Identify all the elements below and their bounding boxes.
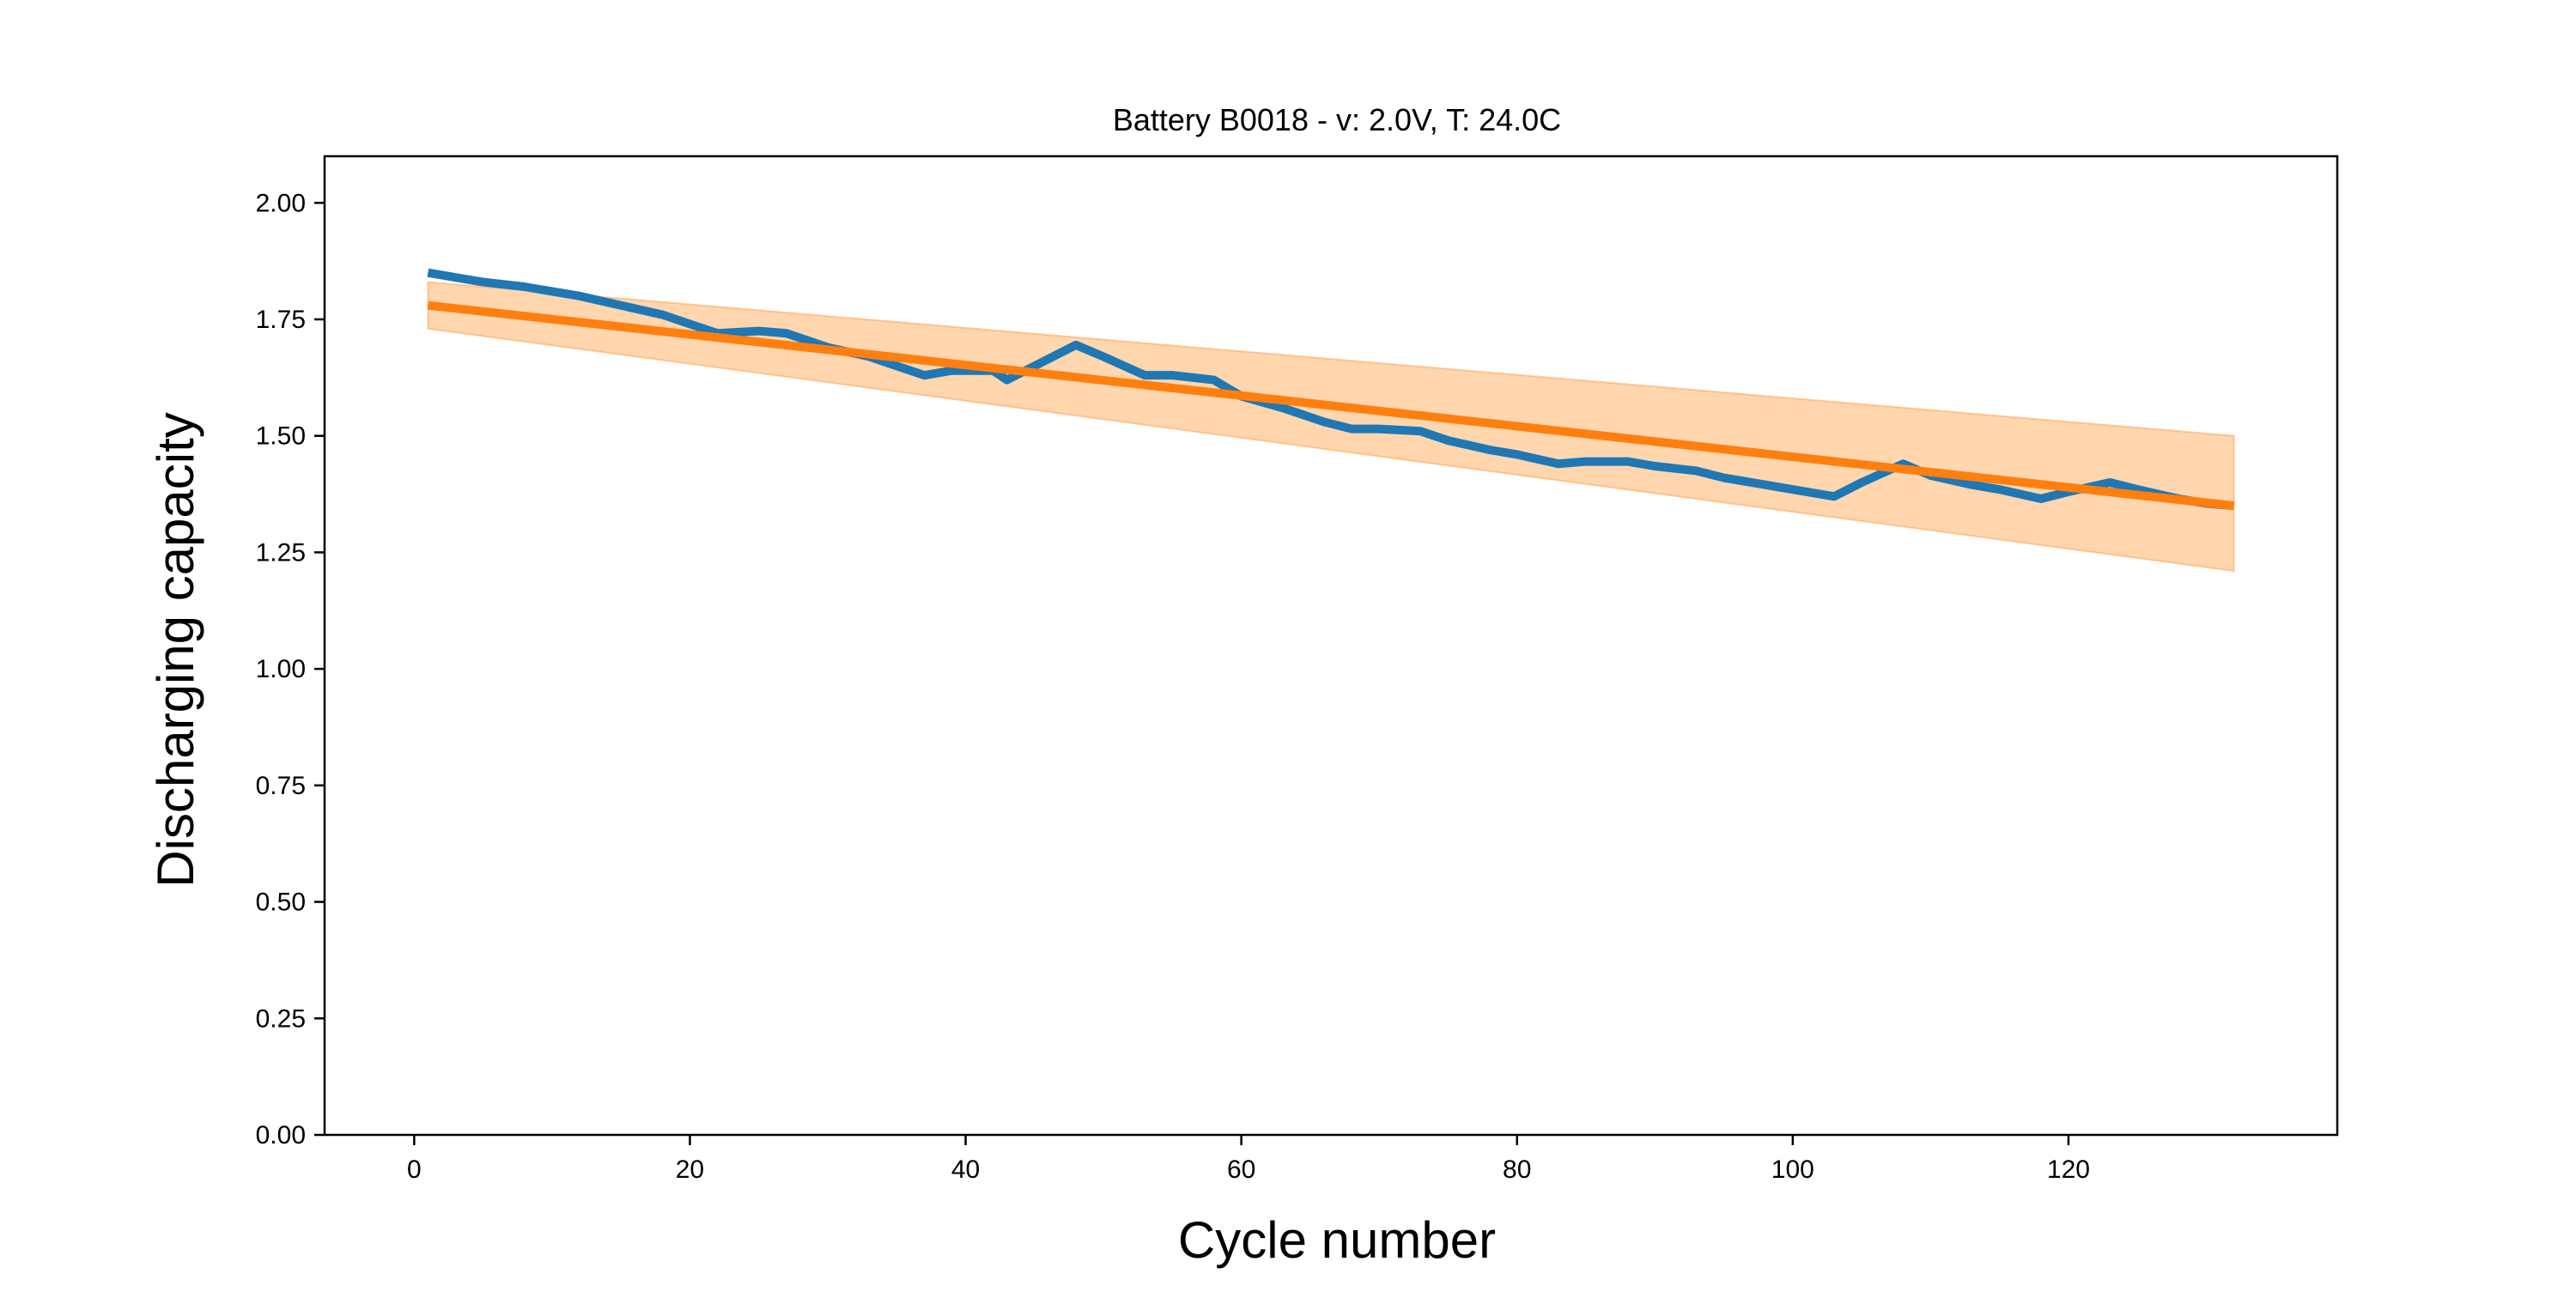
x-axis-label: Cycle number: [1178, 1211, 1496, 1269]
x-tick-label: 40: [951, 1156, 980, 1184]
y-tick-label: 1.25: [256, 538, 306, 567]
y-tick-label: 0.75: [256, 772, 306, 800]
y-tick-label: 0.50: [256, 889, 306, 917]
y-tick-label: 0.00: [256, 1121, 306, 1149]
x-tick-label: 120: [2047, 1156, 2090, 1184]
x-tick-label: 60: [1227, 1156, 1255, 1184]
plot-frame: [323, 155, 2339, 1137]
x-tick-label: 80: [1503, 1156, 1531, 1184]
x-tick-label: 0: [407, 1156, 422, 1184]
y-tick-label: 1.00: [256, 655, 306, 683]
x-tick-label: 20: [676, 1156, 704, 1184]
series-line-trend: [427, 300, 2235, 511]
x-tick-label: 100: [1771, 1156, 1814, 1184]
y-axis: 0.00 0.25 0.50 0.75 1.00 1.25 1.50 1.75 2.00: [256, 189, 325, 1149]
y-tick-label: 2.00: [256, 189, 306, 217]
x-axis: 0 20 40 60 80 100 120: [407, 1135, 2090, 1184]
chart-title: Battery B0018 - v: 2.0V, T: 24.0C: [1113, 102, 1561, 137]
y-axis-label: Discharging capacity: [147, 412, 204, 888]
y-tick-label: 1.50: [256, 422, 306, 451]
plot-area: [323, 155, 2339, 1137]
y-tick-label: 0.25: [256, 1004, 306, 1033]
y-tick-label: 1.75: [256, 306, 306, 334]
